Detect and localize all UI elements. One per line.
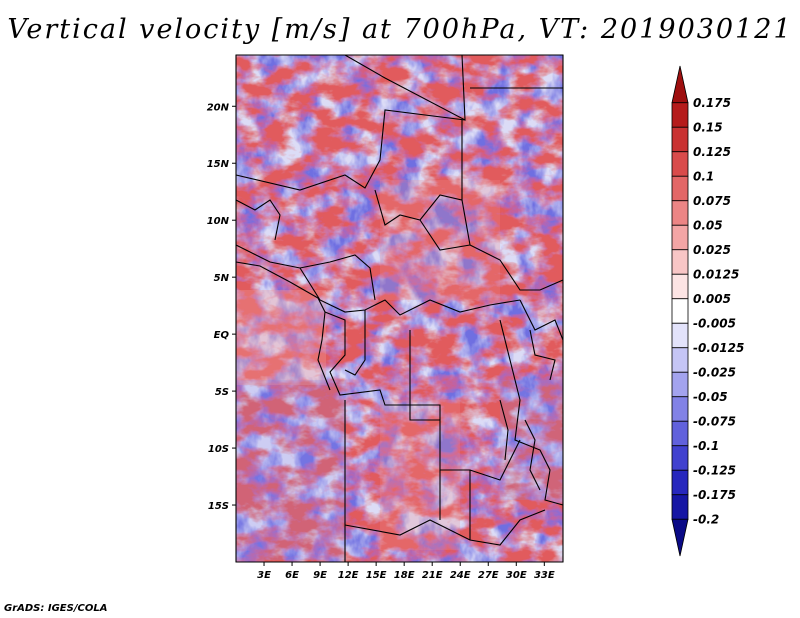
colorbar-label: 0.05 [693,218,723,232]
colorbar: 0.175 0.15 0.125 0.1 0.075 0.05 0.025 0.0125 0.0… [671,65,744,557]
colorbar-label: -0.005 [693,316,736,330]
colorbar-swatch [671,445,689,471]
lon-tick-label: 12E [338,570,359,581]
colorbar-label: 0.0125 [693,267,739,281]
lon-tick-label: 15E [366,570,387,581]
colorbar-label: 0.15 [693,120,723,134]
lon-tick-label: 3E [257,570,271,581]
lat-tick-label: 15S [208,501,229,512]
lat-tick-label: 15N [207,159,230,170]
colorbar-swatch [671,102,689,128]
colorbar-label: -0.025 [693,365,736,379]
colorbar-swatch [671,151,689,177]
lat-tick-label: EQ [214,330,230,341]
colorbar-swatch [671,65,689,104]
colorbar-swatch [671,224,689,251]
colorbar-swatch [671,175,689,202]
colorbar-swatch [671,322,689,349]
lat-tick-label: 10N [207,216,230,227]
lat-tick-label: 5N [214,273,230,284]
lon-tick-label: 21E [422,570,443,581]
lat-tick-label: 5S [215,387,229,398]
colorbar-swatch [671,200,689,226]
longitude-axis: 3E 6E 9E 12E 15E 18E 21E 24E 27E 30E 33E [257,562,555,581]
colorbar-swatch [671,273,689,300]
colorbar-label: 0.075 [693,194,731,208]
colorbar-label: 0.005 [693,292,731,306]
colorbar-label: -0.2 [693,512,719,526]
grads-credit: GrADS: IGES/COLA [4,603,108,614]
colorbar-swatch [671,469,689,496]
colorbar-swatch [671,518,689,557]
colorbar-label: -0.075 [693,414,736,428]
lon-tick-label: 24E [450,570,471,581]
lon-tick-label: 33E [534,570,555,581]
colorbar-swatch [671,347,689,373]
colorbar-swatch [671,371,689,398]
lon-tick-label: 9E [313,570,327,581]
map-title: Vertical velocity [m/s] at 700hPa, VT: 2… [7,14,793,45]
colorbar-label: 0.1 [693,169,714,183]
lon-tick-label: 30E [506,570,527,581]
colorbar-label: 0.175 [693,96,731,110]
colorbar-swatch [671,249,689,275]
lon-tick-label: 6E [285,570,299,581]
colorbar-label: 0.025 [693,243,731,257]
lat-tick-label: 10S [208,444,229,455]
map-panel [236,55,563,562]
latitude-axis: 20N 15N 10N 5N EQ 5S 10S 15S [207,102,236,512]
colorbar-swatch [671,420,689,447]
colorbar-label: -0.05 [693,390,728,404]
colorbar-swatch [671,396,689,422]
colorbar-swatch [671,298,689,324]
colorbar-label: 0.125 [693,145,731,159]
colorbar-swatch [671,494,689,520]
colorbar-label: -0.125 [693,463,736,477]
colorbar-label: -0.175 [693,488,736,502]
colorbar-label: -0.1 [693,439,719,453]
lon-tick-label: 18E [394,570,415,581]
colorbar-label: -0.0125 [693,341,744,355]
coastline [235,261,331,391]
lat-tick-label: 20N [207,102,230,113]
map-frame [235,54,564,563]
colorbar-swatch [671,126,689,153]
lon-tick-label: 27E [478,570,499,581]
